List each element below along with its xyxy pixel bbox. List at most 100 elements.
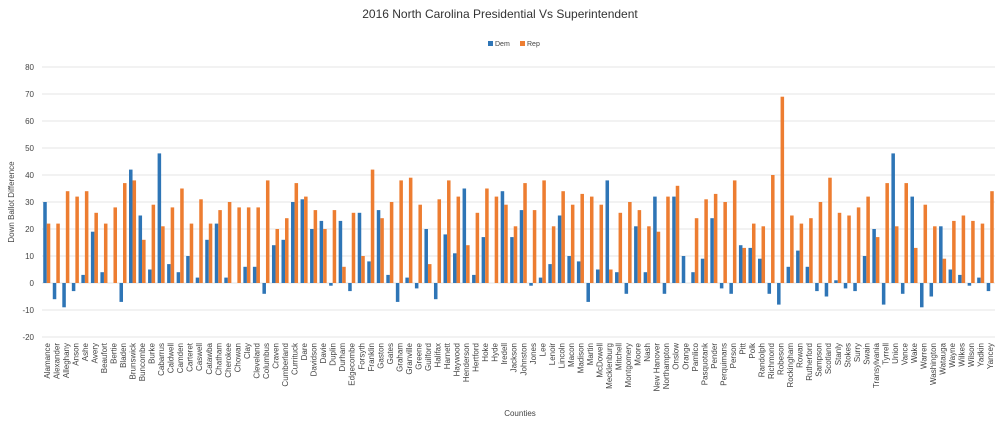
x-tick-label: Caldwell: [167, 343, 176, 373]
bar: [719, 283, 724, 289]
x-tick-label: Buncombe: [138, 342, 147, 381]
x-tick-label: Lee: [538, 342, 547, 356]
bar: [523, 183, 527, 283]
bar: [447, 180, 451, 283]
bar: [323, 229, 327, 283]
chart-title: 2016 North Carolina Presidential Vs Supe…: [362, 7, 638, 21]
bar: [900, 283, 905, 294]
y-tick-label: 50: [25, 144, 34, 153]
bar: [237, 207, 241, 283]
bar: [771, 175, 775, 283]
bar: [494, 196, 499, 283]
bar: [424, 229, 428, 283]
x-tick-label: Gates: [386, 343, 395, 364]
bar: [310, 229, 314, 283]
bar: [90, 231, 95, 283]
bar: [672, 196, 676, 283]
x-tick-label: Hoke: [481, 342, 490, 361]
x-tick-label: Currituck: [291, 342, 300, 375]
bar: [767, 283, 772, 294]
x-tick-label: Henderson: [462, 343, 471, 382]
x-tick-label: Vance: [900, 342, 909, 365]
bar: [872, 229, 876, 283]
x-tick-label: Clay: [243, 343, 252, 359]
bar: [538, 277, 543, 283]
bar: [389, 202, 394, 283]
x-tick-label: Alamance: [43, 342, 52, 378]
bar: [348, 283, 352, 292]
bar: [329, 283, 333, 286]
bar: [971, 220, 975, 283]
bar: [580, 193, 584, 283]
x-tick-label: Wilson: [967, 343, 976, 367]
x-tick-label: Union: [891, 343, 900, 364]
bar: [605, 180, 610, 283]
bar: [834, 280, 838, 283]
bar: [408, 177, 413, 283]
bar: [885, 183, 889, 283]
x-tick-label: Columbus: [262, 343, 271, 379]
bar: [103, 223, 108, 283]
bar: [799, 223, 804, 283]
x-tick-label: Richmond: [767, 343, 776, 379]
x-tick-label: Ashe: [81, 342, 90, 361]
bar: [862, 256, 867, 283]
bar: [589, 196, 594, 283]
bar: [129, 169, 133, 283]
bar: [271, 245, 276, 283]
bar: [46, 223, 51, 283]
x-tick-label: Anson: [71, 343, 80, 366]
legend-label: Rep: [527, 41, 540, 48]
x-tick-label: Cherokee: [224, 342, 233, 377]
x-tick-label: Wayne: [948, 342, 957, 367]
bar: [246, 207, 251, 283]
bar: [818, 202, 823, 283]
x-tick-label: Pasquotank: [700, 342, 709, 385]
x-tick-label: Harnett: [443, 342, 452, 369]
x-tick-label: Greene: [414, 342, 423, 369]
bar: [805, 266, 810, 283]
x-tick-label: McDowell: [596, 343, 605, 378]
bar: [357, 212, 362, 283]
bar: [666, 196, 670, 283]
x-tick-label: Lincoln: [557, 343, 566, 368]
bar: [948, 269, 953, 283]
x-tick-label: Beaufort: [100, 342, 109, 373]
x-tick-label: Yancey: [986, 343, 995, 369]
bar: [427, 264, 432, 283]
bar: [199, 199, 203, 283]
x-tick-label: Davidson: [310, 343, 319, 376]
bar: [866, 196, 870, 283]
x-tick-label: Northampton: [662, 343, 671, 389]
bar: [691, 272, 695, 283]
bar: [300, 199, 305, 283]
bar: [510, 237, 514, 283]
bar: [84, 191, 89, 283]
bar: [176, 272, 181, 283]
bar: [433, 283, 438, 300]
x-tick-label: Hertford: [472, 343, 481, 372]
bar: [643, 272, 648, 283]
bar: [252, 266, 257, 283]
bar: [414, 283, 419, 289]
x-tick-label: Moore: [634, 342, 643, 365]
x-tick-label: Catawba: [205, 342, 214, 374]
bar: [748, 247, 752, 283]
x-tick-label: Yadkin: [977, 343, 986, 367]
bar: [910, 196, 914, 283]
bar: [942, 258, 947, 283]
bar: [256, 207, 260, 283]
y-tick-label: 10: [25, 252, 34, 261]
bar: [361, 256, 365, 283]
bar: [815, 283, 819, 292]
bar: [519, 210, 524, 283]
bar: [567, 256, 571, 283]
bar: [710, 218, 714, 283]
bar: [729, 283, 733, 294]
bar: [376, 210, 381, 283]
bar: [532, 210, 537, 283]
bar: [732, 180, 737, 283]
y-tick-label: 80: [25, 63, 34, 72]
x-tick-label: Hyde: [491, 342, 500, 361]
x-tick-label: Montgomery: [624, 343, 633, 387]
